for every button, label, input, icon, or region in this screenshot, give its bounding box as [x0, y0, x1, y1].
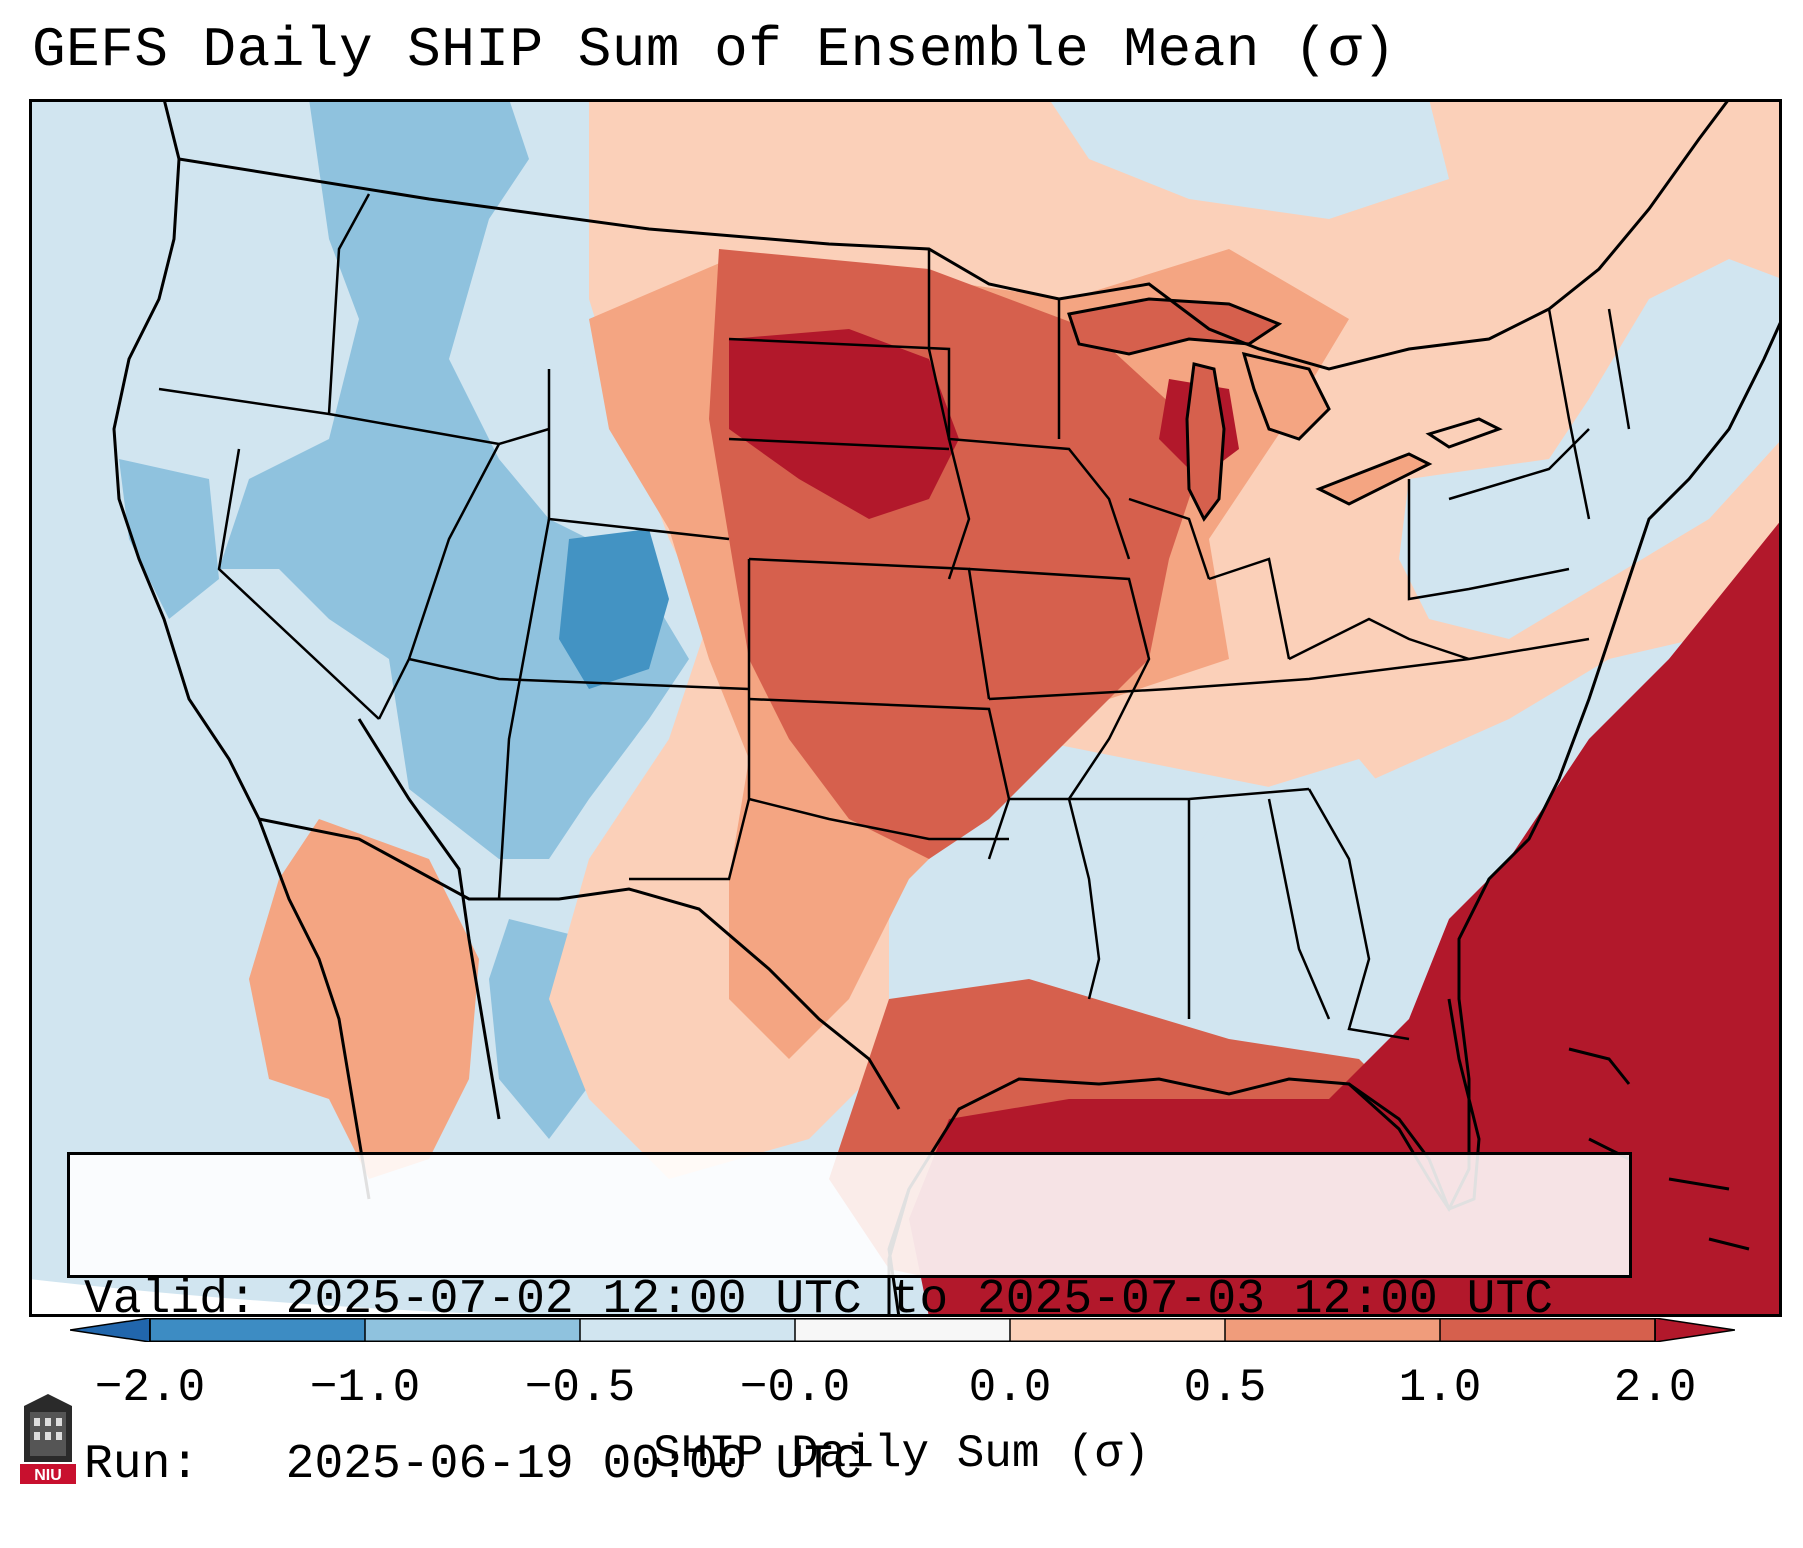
state-borders [158, 193, 1631, 1041]
valid-run-box: Valid: 2025-07-02 12:00 UTC to 2025-07-0… [67, 1152, 1632, 1492]
colorbar-extend-low [70, 1318, 151, 1342]
colorbar-segment [795, 1318, 1010, 1342]
map-panel [29, 99, 1782, 1317]
colorbar-segment [1440, 1318, 1655, 1342]
colorbar-extend-high [1654, 1318, 1735, 1342]
colorbar-tick-label: 0.5 [1183, 1362, 1267, 1414]
colorbar-tick-label: 2.0 [1613, 1362, 1697, 1414]
field-west-blue-2 [119, 459, 219, 619]
field-atlantic-darkred [909, 519, 1782, 1317]
map-svg [29, 99, 1782, 1317]
field-core-darkblue [559, 529, 669, 689]
run-label: Run: [84, 1438, 200, 1492]
colorbar-tick-label: 1.0 [1398, 1362, 1482, 1414]
field-ne-lightblue [1399, 259, 1782, 639]
colorbar [70, 1318, 1735, 1342]
chart-title: GEFS Daily SHIP Sum of Ensemble Mean (σ) [32, 18, 1397, 82]
svg-text:NIU: NIU [34, 1467, 62, 1484]
colorbar-segment [580, 1318, 795, 1342]
lake-erie [1315, 452, 1433, 506]
lake-ontario [1425, 417, 1503, 449]
colorbar-tick-label: −0.0 [739, 1362, 851, 1414]
colorbar-label: SHIP Daily Sum (σ) [653, 1428, 1150, 1480]
colorbar-segment [1010, 1318, 1225, 1342]
lake-huron [1241, 351, 1331, 441]
run-value: 2025-06-19 00:00 UTC [285, 1438, 862, 1492]
map-frame [29, 99, 1782, 1317]
colorbar-segment [150, 1318, 365, 1342]
field-west-blue-1 [219, 99, 689, 859]
border-us-mexico [258, 817, 901, 1110]
field-canada-lightblue [1049, 99, 1449, 219]
field-se-lightblue [1189, 759, 1409, 999]
border-canada-us [178, 99, 1731, 371]
colorbar-tick-label: 0.0 [968, 1362, 1052, 1414]
colorbar-tick-label: −1.0 [309, 1362, 421, 1414]
colorbar-segment [365, 1318, 580, 1342]
lake-michigan [1185, 362, 1226, 522]
coastline [112, 99, 1782, 1317]
field-sw-light [249, 819, 479, 1179]
niu-logo: NIU [20, 1394, 76, 1484]
colorbar-tick-label: −2.0 [94, 1362, 206, 1414]
field-core-darkred-1 [729, 329, 959, 519]
caribbean-islands [1568, 1047, 1750, 1251]
run-row: Run: 2025-06-19 00:00 UTC [84, 1438, 1615, 1493]
colorbar-tick-label: −0.5 [524, 1362, 636, 1414]
colorbar-segment [1225, 1318, 1440, 1342]
